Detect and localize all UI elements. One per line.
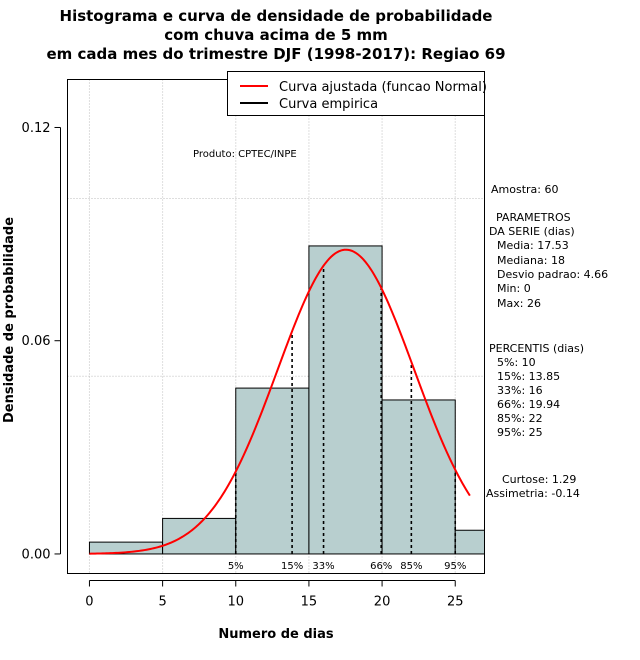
title-line-3: em cada mes do trimestre DJF (1998-2017)… <box>46 45 505 63</box>
percentiles-heading: PERCENTIS (dias) <box>489 342 584 355</box>
x-tick-label: 5 <box>158 595 166 610</box>
percentile-label: 33% <box>312 561 334 572</box>
normal-fit-curve <box>89 248 471 555</box>
y-tick-label: 0.06 <box>22 334 51 349</box>
percentile-labels: 5% 15% 33% 66% 85% 95% <box>228 561 467 572</box>
percentile-label: 5% <box>228 561 244 572</box>
percentile-label: 85% <box>400 561 422 572</box>
pct-5: 5%: 10 <box>497 356 536 369</box>
pct-33: 33%: 16 <box>497 384 543 397</box>
percentile-label: 15% <box>281 561 303 572</box>
sample-size: Amostra: 60 <box>491 183 558 196</box>
pct-95: 95%: 25 <box>497 426 543 439</box>
stat-mean: Media: 17.53 <box>497 239 569 252</box>
histogram-bar <box>308 245 383 555</box>
legend-label-empirical: Curva empirica <box>279 97 378 112</box>
title-line-1: Histograma e curva de densidade de proba… <box>60 7 493 25</box>
pct-85: 85%: 22 <box>497 412 543 425</box>
x-tick-label: 20 <box>374 595 391 610</box>
histogram-bar <box>162 517 237 555</box>
percentile-label: 95% <box>444 561 466 572</box>
stat-max: Max: 26 <box>497 297 541 310</box>
histogram-bar <box>381 399 456 555</box>
params-heading: PARAMETROS <box>496 211 571 224</box>
y-tick-label: 0.12 <box>22 121 51 136</box>
legend: Curva ajustada (funcao Normal) Curva emp… <box>227 71 487 116</box>
title-line-2: com chuva acima de 5 mm <box>164 26 388 44</box>
product-annotation: Produto: CPTEC/INPE <box>193 149 297 160</box>
x-tick-label: 0 <box>85 595 93 610</box>
histogram-bars <box>88 245 486 555</box>
y-axis: 0.00 0.06 0.12 <box>22 121 61 562</box>
histogram-bar <box>235 387 310 555</box>
stat-kurtosis: Curtose: 1.29 <box>502 473 576 486</box>
x-tick-label: 15 <box>301 595 318 610</box>
x-tick-label: 25 <box>447 595 464 610</box>
legend-label-fit: Curva ajustada (funcao Normal) <box>279 80 487 95</box>
legend-box <box>227 71 485 116</box>
x-tick-label: 10 <box>227 595 244 610</box>
stat-median: Mediana: 18 <box>497 254 565 267</box>
statistics-panel: Amostra: 60 PARAMETROS DA SERIE (dias) M… <box>486 183 608 500</box>
stat-min: Min: 0 <box>497 282 531 295</box>
params-subheading: DA SERIE (dias) <box>489 225 575 238</box>
stat-skewness: Assimetria: -0.14 <box>486 487 580 500</box>
histogram-bar <box>454 529 486 555</box>
pct-15: 15%: 13.85 <box>497 370 560 383</box>
y-tick-label: 0.00 <box>22 547 51 562</box>
percentile-lines <box>234 265 457 554</box>
percentile-label: 66% <box>370 561 392 572</box>
stat-sd: Desvio padrao: 4.66 <box>497 268 608 281</box>
x-axis: 0 5 10 15 20 25 <box>85 580 464 610</box>
y-axis-label: Densidade de probabilidade <box>2 217 17 423</box>
pct-66: 66%: 19.94 <box>497 398 560 411</box>
x-axis-label: Numero de dias <box>218 627 334 642</box>
